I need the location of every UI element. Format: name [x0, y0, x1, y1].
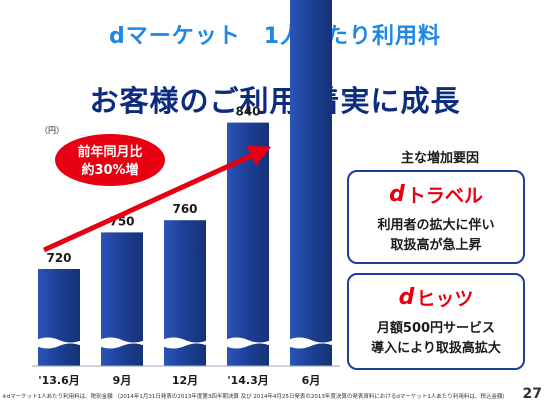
factor-travel-line-2: 取扱高が急上昇: [390, 238, 482, 253]
growth-arrow-line: [42, 153, 253, 253]
slide-headline: お客様のご利用 着実に成長: [89, 84, 461, 118]
bar-4: [290, 0, 332, 367]
bar-0: [38, 269, 80, 366]
growth-arrow: [42, 145, 272, 253]
growth-annotation: 前年同月比 約30%増: [55, 134, 165, 186]
y-unit-label: （円）: [40, 126, 64, 135]
growth-bubble: [55, 134, 165, 186]
factor-hits-line-2: 導入により取扱高拡大: [371, 341, 501, 356]
category-label-3: '14.3月: [227, 374, 269, 387]
dtravel-logo-d: d: [389, 182, 405, 207]
growth-arrow-head: [246, 145, 272, 166]
factor-hits-line-1: 月額500円サービス: [376, 321, 496, 336]
axis-break-2: [162, 337, 208, 349]
category-label-4: 6月: [302, 374, 321, 387]
footnote: ※dマーケット1人あたり利用料は、税別金額 （2014年1月31日発表の2013…: [2, 394, 508, 400]
axis-break-1: [99, 337, 145, 349]
dtravel-logo-name: トラベル: [406, 185, 483, 207]
growth-text-1: 前年同月比: [77, 144, 142, 160]
category-label-2: 12月: [172, 374, 198, 387]
dtravel-logo: d トラベル: [349, 181, 523, 208]
category-label-0: '13.6月: [38, 374, 80, 387]
value-label-2: 760: [172, 202, 197, 216]
factor-box-hits: d ヒッツ 月額500円サービス 導入により取扱高拡大: [347, 273, 525, 370]
slide-title: dマーケット 1人あたり利用料: [108, 24, 442, 49]
page-number: 27: [522, 386, 542, 402]
growth-text-2: 約30%増: [81, 162, 138, 178]
factor-box-travel: d トラベル 利用者の拡大に伴い 取扱高が急上昇: [347, 170, 525, 264]
factor-travel-line-1: 利用者の拡大に伴い: [377, 218, 495, 233]
dhits-logo-name: ヒッツ: [416, 288, 474, 310]
value-label-3: 840: [235, 105, 260, 119]
axis-break-4: [288, 337, 334, 349]
value-label-0: 720: [46, 251, 71, 265]
dhits-logo-d: d: [398, 285, 415, 310]
axis-break-3: [225, 337, 271, 349]
category-label-1: 9月: [113, 374, 132, 387]
factors-title: 主な増加要因: [400, 151, 479, 166]
dhits-logo: d ヒッツ: [349, 284, 523, 311]
axis-break-0: [36, 337, 82, 349]
